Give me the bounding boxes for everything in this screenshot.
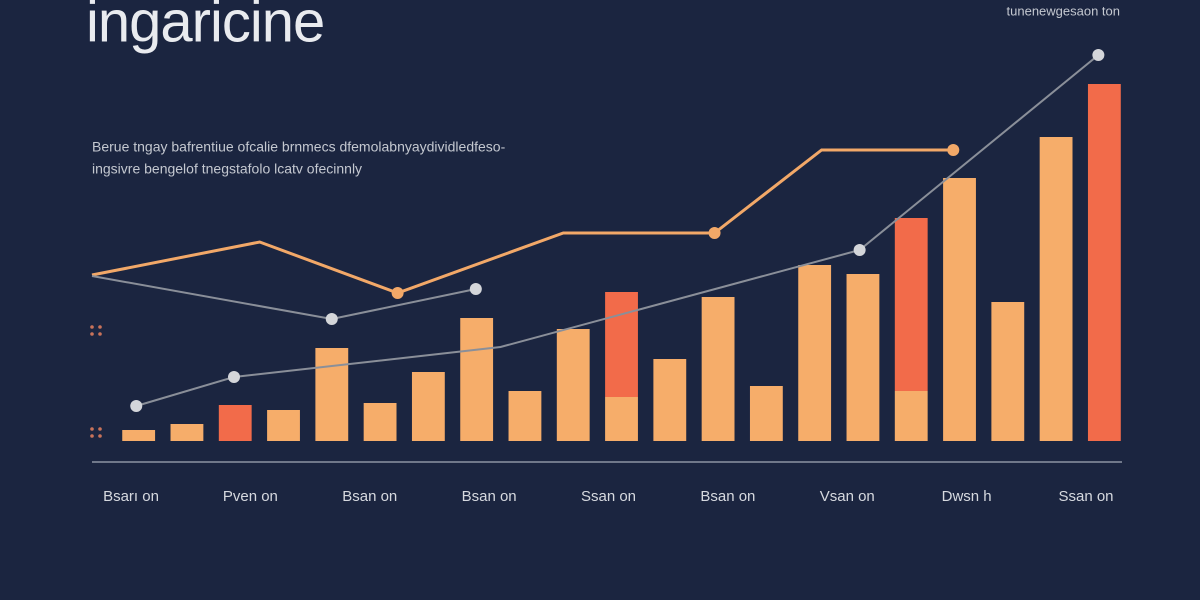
bar (315, 348, 349, 441)
note: tunenewgesaon ton (1007, 3, 1120, 18)
line (91, 148, 954, 295)
line-marker (853, 244, 866, 256)
bar (460, 318, 494, 441)
line-marker (130, 400, 143, 412)
bar (605, 397, 638, 441)
chart-title: ingaricine (86, 0, 324, 54)
subtitle: ingsivre bengelof tnegstafolo lcatv ofec… (92, 161, 362, 177)
bar (1039, 137, 1073, 441)
x-label: Bsarı on (103, 488, 159, 505)
bar (701, 297, 735, 441)
x-label: Pven on (223, 488, 278, 505)
bar (218, 405, 252, 441)
bar (267, 410, 300, 441)
x-label: Dwsn h (942, 488, 992, 505)
decor-dots (90, 325, 102, 438)
line-marker (228, 371, 241, 383)
line-marker (391, 287, 404, 299)
x-label: Bsan on (462, 488, 517, 505)
bar (363, 403, 397, 441)
line-marker (469, 283, 482, 295)
bar (846, 274, 880, 441)
bar (556, 329, 590, 441)
subtitle: Berue tngay bafrentiue ofcalie brnmecs d… (92, 139, 506, 155)
bar (749, 386, 783, 441)
bar (798, 265, 832, 441)
x-label: Vsan on (820, 488, 875, 505)
bar (943, 178, 976, 441)
bar (653, 359, 687, 441)
bar (605, 292, 638, 397)
bar (508, 391, 542, 441)
bar (122, 430, 156, 441)
x-label: Ssan on (581, 488, 636, 505)
line-marker (708, 227, 721, 239)
bar (991, 302, 1025, 441)
x-label: Bsan on (342, 488, 397, 505)
bar (1087, 84, 1121, 441)
line-marker (1092, 49, 1105, 61)
x-label: Bsan on (700, 488, 755, 505)
line-marker (325, 313, 338, 325)
line-marker (947, 144, 960, 156)
bar (894, 391, 928, 441)
bar (170, 424, 204, 441)
x-label: Ssan on (1058, 488, 1113, 505)
line (135, 54, 1100, 407)
bar (411, 372, 445, 441)
bar (894, 218, 928, 391)
